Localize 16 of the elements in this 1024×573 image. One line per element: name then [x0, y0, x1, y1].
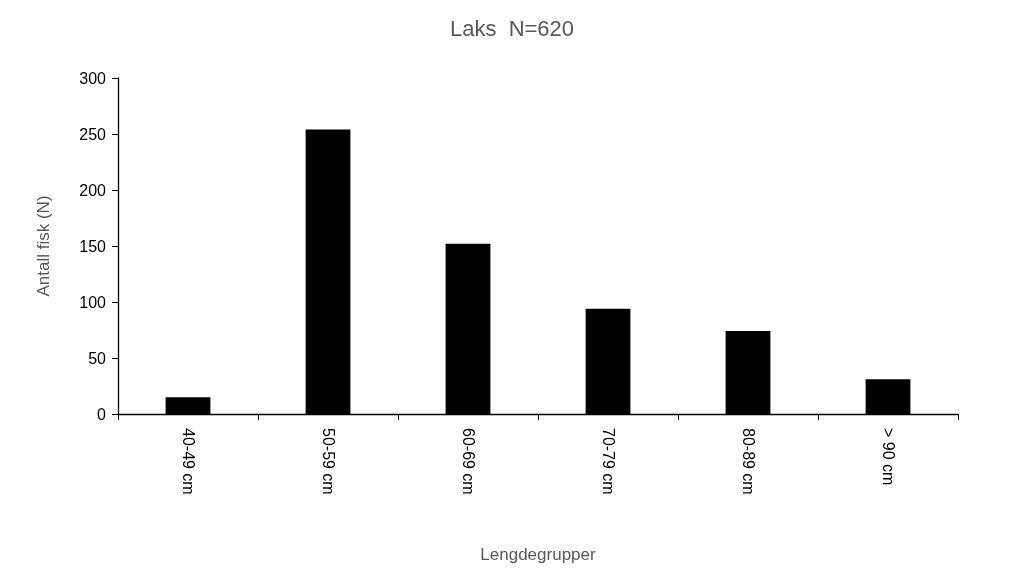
- y-tick-label: 200: [79, 181, 107, 199]
- x-tick-label: > 90 cm: [879, 428, 897, 486]
- x-tick-label: 60-69 cm: [459, 428, 477, 495]
- x-tick-label: 50-59 cm: [319, 428, 337, 495]
- y-tick-label: 150: [79, 237, 107, 255]
- y-axis-title: Antall fisk (N): [34, 195, 53, 297]
- y-tick-label: 100: [79, 293, 107, 311]
- x-tick-label: 80-89 cm: [739, 428, 757, 495]
- y-tick-label: 50: [88, 349, 107, 367]
- y-tick-label: 250: [79, 125, 107, 143]
- x-tick-label: 70-79 cm: [599, 428, 617, 495]
- x-axis-title: Lengdegrupper: [480, 545, 596, 564]
- y-tick-label: 0: [97, 405, 107, 423]
- y-tick-label: 300: [79, 69, 107, 87]
- chart-title: Laks N=620: [449, 15, 575, 41]
- x-tick-label: 40-49 cm: [179, 428, 197, 495]
